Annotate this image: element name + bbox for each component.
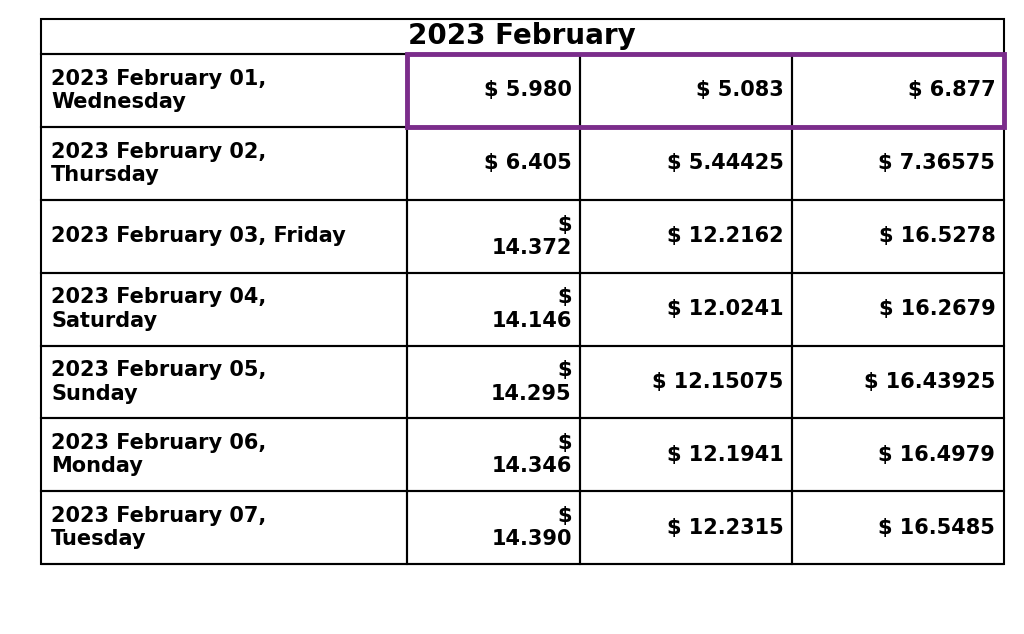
Text: 2023 February 07,
Tuesday: 2023 February 07, Tuesday <box>51 506 266 550</box>
Bar <box>41 200 407 273</box>
Text: $ 12.15075: $ 12.15075 <box>652 372 783 392</box>
Bar <box>407 200 580 273</box>
Text: $ 12.2162: $ 12.2162 <box>667 226 783 246</box>
Text: $ 16.5485: $ 16.5485 <box>879 518 995 538</box>
Text: $
14.295: $ 14.295 <box>492 360 571 404</box>
Text: $ 5.980: $ 5.980 <box>484 81 571 100</box>
Bar <box>41 491 407 564</box>
Bar <box>792 127 1004 200</box>
Bar <box>41 127 407 200</box>
Bar <box>407 418 580 491</box>
Text: $ 12.2315: $ 12.2315 <box>667 518 783 538</box>
Bar <box>407 273 580 346</box>
Bar <box>41 54 407 127</box>
Bar <box>792 54 1004 127</box>
Text: $
14.390: $ 14.390 <box>492 506 571 550</box>
Text: 2023 February 01,
Wednesday: 2023 February 01, Wednesday <box>51 68 266 112</box>
Bar <box>580 127 792 200</box>
Text: $ 6.405: $ 6.405 <box>484 153 571 173</box>
Bar <box>792 346 1004 418</box>
Bar <box>41 346 407 418</box>
Text: $ 5.44425: $ 5.44425 <box>667 153 783 173</box>
Bar <box>580 54 792 127</box>
Bar <box>41 273 407 346</box>
Bar <box>41 418 407 491</box>
Text: 2023 February 05,
Sunday: 2023 February 05, Sunday <box>51 360 266 404</box>
Text: $ 12.0241: $ 12.0241 <box>667 299 783 319</box>
Bar <box>580 273 792 346</box>
Bar <box>580 418 792 491</box>
Bar <box>580 200 792 273</box>
Bar <box>41 19 1004 54</box>
Text: $ 12.1941: $ 12.1941 <box>667 445 783 465</box>
Bar <box>792 273 1004 346</box>
Text: $ 5.083: $ 5.083 <box>696 81 783 100</box>
Text: $ 16.4979: $ 16.4979 <box>879 445 995 465</box>
Bar <box>407 346 580 418</box>
Bar <box>792 491 1004 564</box>
Text: $ 7.36575: $ 7.36575 <box>879 153 995 173</box>
Text: $ 16.43925: $ 16.43925 <box>864 372 995 392</box>
Text: $ 16.2679: $ 16.2679 <box>879 299 995 319</box>
Text: 2023 February 02,
Thursday: 2023 February 02, Thursday <box>51 141 266 185</box>
Text: 2023 February 03, Friday: 2023 February 03, Friday <box>51 226 346 246</box>
Text: $
14.346: $ 14.346 <box>492 433 571 477</box>
Text: $
14.146: $ 14.146 <box>492 287 571 331</box>
Bar <box>580 491 792 564</box>
Text: $ 6.877: $ 6.877 <box>907 81 995 100</box>
Bar <box>580 346 792 418</box>
Text: 2023 February: 2023 February <box>409 22 636 51</box>
Bar <box>407 54 1004 127</box>
Bar <box>407 54 580 127</box>
Text: $ 16.5278: $ 16.5278 <box>879 226 995 246</box>
Text: 2023 February 06,
Monday: 2023 February 06, Monday <box>51 433 266 477</box>
Bar <box>407 127 580 200</box>
Bar <box>407 491 580 564</box>
Text: 2023 February 04,
Saturday: 2023 February 04, Saturday <box>51 287 266 331</box>
Bar <box>792 200 1004 273</box>
Bar <box>792 418 1004 491</box>
Text: $
14.372: $ 14.372 <box>492 214 571 258</box>
